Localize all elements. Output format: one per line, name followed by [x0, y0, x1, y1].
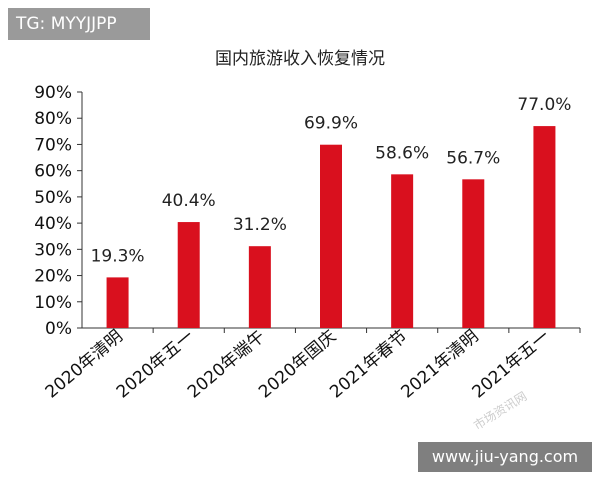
- y-tick-label: 0%: [45, 319, 72, 339]
- bar: [533, 126, 556, 328]
- y-tick-label: 20%: [34, 267, 72, 287]
- x-tick-label: 2021年五一: [469, 327, 554, 403]
- x-tick-label: 2020年端午: [184, 327, 269, 403]
- bar: [177, 222, 200, 328]
- y-tick-label: 30%: [34, 240, 72, 260]
- data-label: 56.7%: [446, 148, 500, 168]
- x-tick-label: 2021年春节: [326, 327, 411, 403]
- data-label: 69.9%: [304, 114, 358, 134]
- y-tick-label: 70%: [34, 135, 72, 155]
- y-tick-label: 60%: [34, 162, 72, 182]
- x-tick-label: 2020年五一: [113, 327, 198, 403]
- bar: [106, 277, 129, 328]
- data-label: 40.4%: [162, 191, 216, 211]
- data-label: 31.2%: [233, 215, 287, 235]
- bar: [248, 246, 271, 328]
- y-tick-label: 80%: [34, 109, 72, 129]
- x-tick-label: 2021年清明: [397, 327, 482, 403]
- data-label: 77.0%: [517, 95, 571, 115]
- chart-title: 国内旅游收入恢复情况: [215, 49, 385, 69]
- y-tick-label: 50%: [34, 188, 72, 208]
- y-tick-label: 90%: [34, 83, 72, 103]
- data-label: 58.6%: [375, 143, 429, 163]
- bar: [320, 144, 342, 328]
- y-tick-label: 40%: [34, 214, 72, 234]
- x-tick-label: 2020年国庆: [255, 327, 340, 403]
- y-tick-label: 10%: [34, 293, 72, 313]
- bar: [462, 179, 485, 328]
- website-banner: www.jiu-yang.com: [418, 442, 592, 472]
- data-label: 19.3%: [91, 246, 145, 266]
- bar: [391, 174, 414, 328]
- tg-tag: TG: MYYJJPP: [8, 8, 150, 40]
